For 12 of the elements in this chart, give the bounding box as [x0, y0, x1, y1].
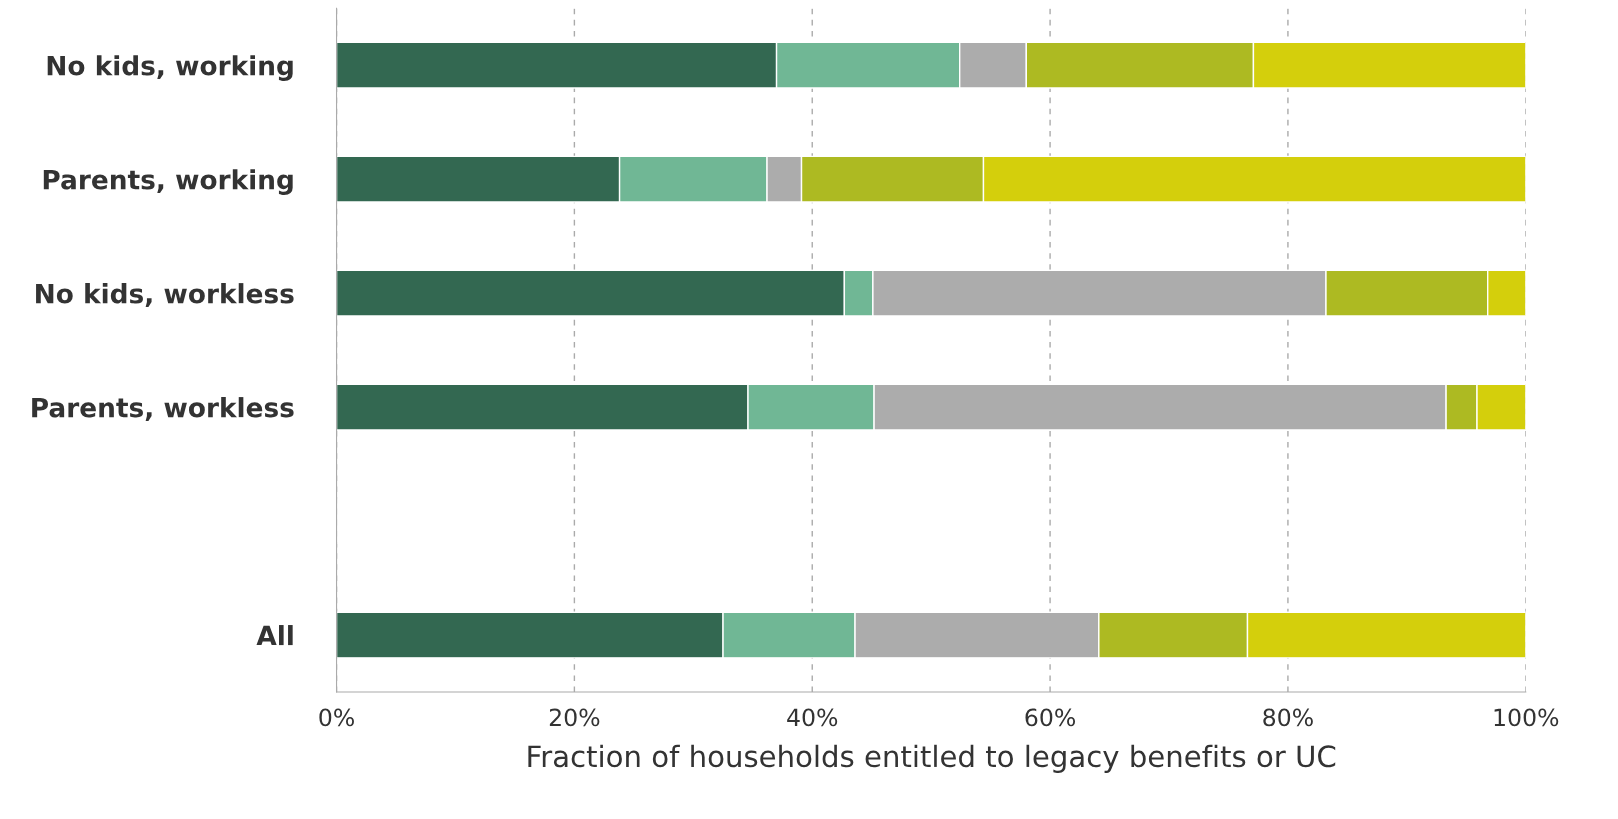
x-tick-label: 80% — [1263, 708, 1313, 727]
x-tick-label: 0% — [319, 708, 354, 727]
y-tick-label: No kids, workless — [36, 283, 294, 307]
y-tick-label: Parents, workless — [32, 397, 294, 421]
x-tick-label: 100% — [1494, 708, 1559, 727]
x-axis-title: Fraction of households entitled to legacy benefits or UC — [528, 744, 1336, 773]
y-tick-label: No kids, working — [47, 55, 293, 81]
y-tick-label: All — [256, 625, 293, 646]
y-tick-label: Parents, working — [43, 169, 293, 195]
x-tick-label: 60% — [1025, 708, 1076, 727]
x-tick-label: 20% — [549, 708, 600, 727]
x-tick-label: 40% — [787, 708, 838, 727]
